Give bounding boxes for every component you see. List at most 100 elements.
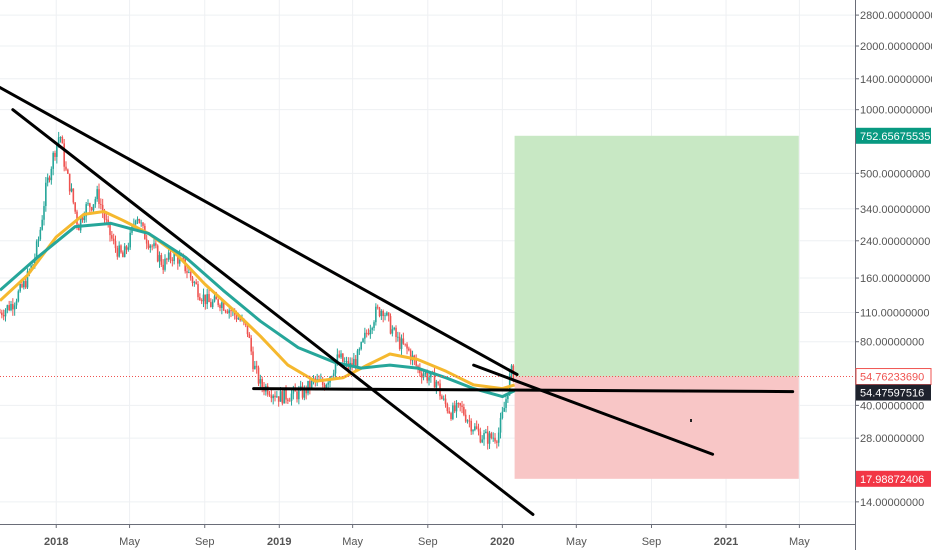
candle-body <box>52 152 54 169</box>
candle-body <box>351 362 353 366</box>
candle-body <box>268 394 271 396</box>
candle-body <box>398 336 401 349</box>
price-axis-label: 28.00000000 <box>860 433 924 445</box>
candle-body <box>424 372 427 375</box>
candle-body <box>384 315 386 317</box>
candle-body <box>65 166 67 170</box>
candle-body <box>477 428 480 432</box>
candle-body <box>408 348 410 351</box>
price-axis-label: 340.00000000 <box>860 204 930 216</box>
candle-body <box>270 395 273 399</box>
candle-body <box>343 361 346 363</box>
candle-body <box>281 391 284 404</box>
candle-body <box>307 380 309 394</box>
candle-body <box>499 418 502 433</box>
time-axis-label: May <box>119 536 140 548</box>
candle-body <box>46 177 49 183</box>
candle-body <box>371 327 373 330</box>
candle-body <box>169 252 172 260</box>
candle-body <box>279 391 282 402</box>
candle-body <box>101 204 104 213</box>
time-axis-label: May <box>566 536 587 548</box>
candle-body <box>298 389 300 400</box>
candle-body <box>199 297 201 301</box>
candle-body <box>375 306 377 323</box>
candle-body <box>464 414 467 422</box>
candle-body <box>497 432 500 443</box>
candle-body <box>68 173 71 192</box>
candle-body <box>195 282 197 285</box>
candle-body <box>111 235 113 239</box>
candle-body <box>189 272 192 278</box>
time-axis-label: 2021 <box>714 536 738 548</box>
steep-resistance-trendline <box>11 108 535 516</box>
price-badge-label: 752.65675535 <box>860 131 930 143</box>
candle-body <box>441 396 443 400</box>
candle-body <box>151 245 153 247</box>
candle-body <box>6 305 9 310</box>
time-axis-label: Sep <box>195 536 215 548</box>
candle-body <box>459 403 461 406</box>
candle-body <box>257 367 260 384</box>
candle-body <box>252 351 254 370</box>
candle-body <box>171 259 174 261</box>
candle-body <box>24 281 27 288</box>
candle-body <box>389 316 392 334</box>
candle-body <box>142 222 144 226</box>
candle-body <box>15 301 18 306</box>
candle-body <box>191 277 194 283</box>
candle-body <box>74 202 76 212</box>
candle-body <box>54 152 56 157</box>
candle-body <box>37 239 40 242</box>
candle-body <box>290 393 293 401</box>
candle-body <box>153 243 155 247</box>
candle-body <box>248 334 251 338</box>
candle-body <box>120 245 122 253</box>
candle-body <box>61 137 64 144</box>
candle-body <box>406 344 408 349</box>
candle-body <box>21 283 23 288</box>
candle-body <box>83 216 86 221</box>
candle-body <box>164 258 166 270</box>
candle-body <box>437 381 439 384</box>
candle-body <box>442 398 445 400</box>
candle-body <box>63 143 65 167</box>
candle-body <box>158 255 161 262</box>
candle-body <box>393 327 395 330</box>
price-badge <box>856 470 931 487</box>
candle-body <box>215 296 218 300</box>
candle-body <box>378 307 381 317</box>
candle-body <box>200 300 203 302</box>
candle-body <box>41 219 43 230</box>
price-axis-area <box>855 0 932 550</box>
candle-body <box>217 299 219 306</box>
candle-body <box>475 426 478 429</box>
candle-body <box>409 350 412 361</box>
candle-body <box>57 137 60 144</box>
candle-body <box>81 217 84 221</box>
candle-body <box>415 359 417 366</box>
candle-body <box>17 291 20 302</box>
candle-body <box>39 229 42 240</box>
candle-body <box>505 399 507 408</box>
price-axis-label: 80.00000000 <box>860 337 924 349</box>
candle-body <box>332 373 335 377</box>
candle-body <box>224 310 227 312</box>
candle-body <box>400 338 403 349</box>
candle-body <box>274 395 276 398</box>
candle-body <box>87 203 89 205</box>
ma_slow-line <box>0 221 516 399</box>
candle-body <box>382 310 384 316</box>
candle-body <box>70 188 73 192</box>
candle-body <box>239 318 241 321</box>
candle-body <box>496 441 498 443</box>
candle-body <box>354 359 357 366</box>
candle-body <box>186 271 188 273</box>
candle-body <box>32 264 34 266</box>
candle-body <box>136 218 139 221</box>
candle-body <box>391 329 394 334</box>
price-axis-label: 40.00000000 <box>860 400 924 412</box>
candle-body <box>92 204 95 211</box>
